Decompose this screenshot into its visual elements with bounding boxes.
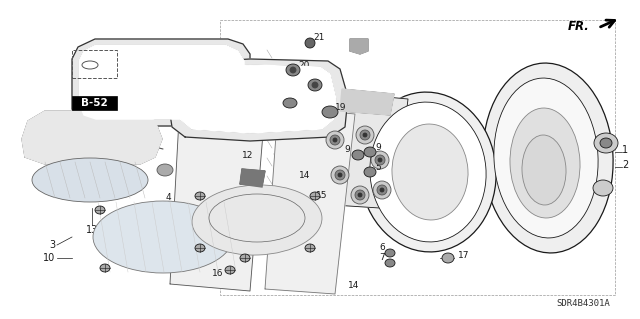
Text: 20: 20 (299, 76, 310, 85)
Ellipse shape (195, 244, 205, 252)
Ellipse shape (358, 193, 362, 197)
Ellipse shape (352, 150, 364, 160)
Ellipse shape (385, 259, 395, 267)
Text: 20: 20 (298, 61, 309, 70)
Polygon shape (178, 65, 336, 133)
Ellipse shape (385, 249, 395, 257)
Ellipse shape (305, 244, 315, 252)
Ellipse shape (335, 170, 345, 180)
Text: 3: 3 (49, 240, 55, 250)
Text: 8: 8 (245, 123, 251, 132)
Polygon shape (72, 39, 250, 126)
Ellipse shape (192, 185, 322, 255)
Ellipse shape (312, 82, 318, 88)
Text: 2: 2 (622, 160, 628, 170)
Ellipse shape (338, 173, 342, 177)
Text: 5: 5 (375, 164, 381, 173)
Ellipse shape (378, 158, 382, 162)
Text: SDR4B4301A: SDR4B4301A (556, 299, 610, 308)
Text: 11: 11 (163, 202, 173, 211)
Ellipse shape (240, 254, 250, 262)
Polygon shape (340, 89, 394, 115)
Text: 4: 4 (165, 194, 171, 203)
Text: 19: 19 (335, 103, 346, 113)
Polygon shape (265, 107, 355, 294)
Ellipse shape (510, 108, 580, 218)
Text: 16: 16 (212, 270, 224, 278)
Ellipse shape (371, 151, 389, 169)
Polygon shape (170, 101, 265, 291)
Ellipse shape (380, 188, 384, 192)
Text: 10: 10 (43, 253, 55, 263)
Ellipse shape (95, 206, 105, 214)
Ellipse shape (283, 98, 297, 108)
Text: 9: 9 (344, 145, 350, 154)
Text: 6: 6 (380, 243, 385, 253)
Ellipse shape (290, 67, 296, 73)
Ellipse shape (370, 102, 486, 242)
Ellipse shape (593, 180, 613, 196)
Ellipse shape (355, 190, 365, 200)
Ellipse shape (373, 181, 391, 199)
Ellipse shape (363, 133, 367, 137)
Ellipse shape (364, 167, 376, 177)
Text: 18: 18 (273, 93, 285, 102)
Ellipse shape (326, 131, 344, 149)
Polygon shape (350, 39, 368, 54)
Ellipse shape (351, 186, 369, 204)
Ellipse shape (392, 124, 468, 220)
Ellipse shape (100, 264, 110, 272)
Ellipse shape (305, 38, 315, 48)
Ellipse shape (494, 78, 598, 238)
Polygon shape (22, 111, 162, 164)
Polygon shape (240, 169, 265, 187)
Text: 7: 7 (380, 254, 385, 263)
Ellipse shape (195, 192, 205, 200)
Text: 14: 14 (300, 170, 310, 180)
Text: 16: 16 (200, 204, 211, 212)
Text: B-52: B-52 (81, 98, 108, 108)
Ellipse shape (360, 92, 496, 252)
Ellipse shape (93, 201, 233, 273)
Ellipse shape (322, 106, 338, 118)
Ellipse shape (600, 138, 612, 148)
Polygon shape (318, 91, 408, 209)
Ellipse shape (310, 192, 320, 200)
Text: 1: 1 (622, 145, 628, 155)
Text: 14: 14 (348, 280, 360, 290)
Ellipse shape (594, 133, 618, 153)
Polygon shape (168, 59, 348, 141)
Polygon shape (79, 45, 244, 119)
Text: 21: 21 (313, 33, 324, 42)
Ellipse shape (157, 164, 173, 176)
Text: 15: 15 (316, 190, 328, 199)
Text: 12: 12 (243, 151, 253, 160)
Ellipse shape (286, 64, 300, 76)
FancyBboxPatch shape (72, 96, 117, 110)
Text: 16: 16 (195, 257, 205, 266)
Text: 9: 9 (375, 144, 381, 152)
Ellipse shape (225, 266, 235, 274)
Ellipse shape (442, 253, 454, 263)
Ellipse shape (364, 147, 376, 157)
Ellipse shape (375, 155, 385, 165)
Ellipse shape (522, 135, 566, 205)
Ellipse shape (483, 63, 613, 253)
Text: 17: 17 (458, 251, 470, 261)
Ellipse shape (330, 135, 340, 145)
Ellipse shape (356, 126, 374, 144)
Ellipse shape (360, 130, 370, 140)
Ellipse shape (308, 79, 322, 91)
Ellipse shape (333, 138, 337, 142)
Ellipse shape (32, 158, 148, 202)
Ellipse shape (331, 166, 349, 184)
Ellipse shape (377, 185, 387, 195)
Text: 13: 13 (86, 225, 98, 235)
Text: FR.: FR. (568, 19, 590, 33)
